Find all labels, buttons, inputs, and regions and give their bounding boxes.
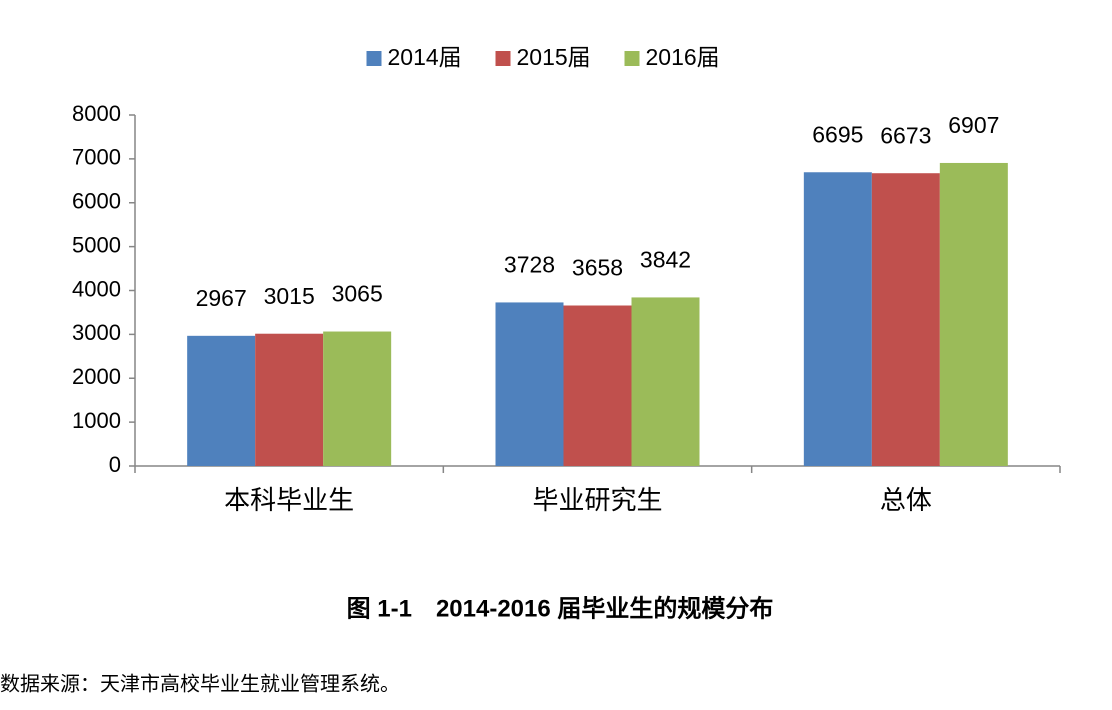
data-label: 3015 bbox=[264, 283, 315, 309]
bar bbox=[255, 333, 324, 466]
bar bbox=[871, 173, 940, 467]
y-tick-label: 4000 bbox=[72, 276, 121, 301]
bar bbox=[187, 335, 256, 466]
data-label: 6673 bbox=[880, 122, 931, 148]
bar bbox=[939, 162, 1008, 466]
y-tick-label: 6000 bbox=[72, 189, 121, 214]
legend-label: 2014届 bbox=[388, 44, 462, 70]
data-label: 6695 bbox=[812, 121, 863, 147]
data-label: 3065 bbox=[332, 281, 383, 307]
source-note: 数据来源：天津市高校毕业生就业管理系统。 bbox=[0, 672, 400, 695]
data-label: 2967 bbox=[196, 285, 247, 311]
caption: 图 1-1 2014-2016 届毕业生的规模分布 bbox=[347, 594, 774, 622]
y-tick-label: 2000 bbox=[72, 364, 121, 389]
legend-swatch bbox=[495, 51, 511, 66]
y-tick-label: 8000 bbox=[72, 101, 121, 126]
bar bbox=[803, 172, 872, 466]
legend-label: 2015届 bbox=[517, 44, 591, 70]
y-tick-label: 7000 bbox=[72, 145, 121, 170]
y-tick-label: 5000 bbox=[72, 232, 121, 257]
data-label: 3658 bbox=[572, 255, 623, 281]
data-label: 3728 bbox=[504, 252, 555, 278]
bar bbox=[631, 297, 700, 466]
bar bbox=[323, 331, 392, 466]
x-tick-label: 毕业研究生 bbox=[532, 485, 662, 515]
bar bbox=[495, 302, 564, 466]
x-tick-label: 本科毕业生 bbox=[224, 485, 354, 515]
legend-swatch bbox=[624, 51, 640, 66]
y-tick-label: 3000 bbox=[72, 320, 121, 345]
bar bbox=[563, 305, 632, 466]
y-tick-label: 1000 bbox=[72, 408, 121, 433]
legend-swatch bbox=[366, 51, 382, 66]
data-label: 6907 bbox=[948, 112, 999, 138]
x-tick-label: 总体 bbox=[880, 485, 932, 515]
legend-label: 2016届 bbox=[646, 44, 720, 70]
y-tick-label: 0 bbox=[109, 452, 121, 477]
data-label: 3842 bbox=[640, 247, 691, 273]
